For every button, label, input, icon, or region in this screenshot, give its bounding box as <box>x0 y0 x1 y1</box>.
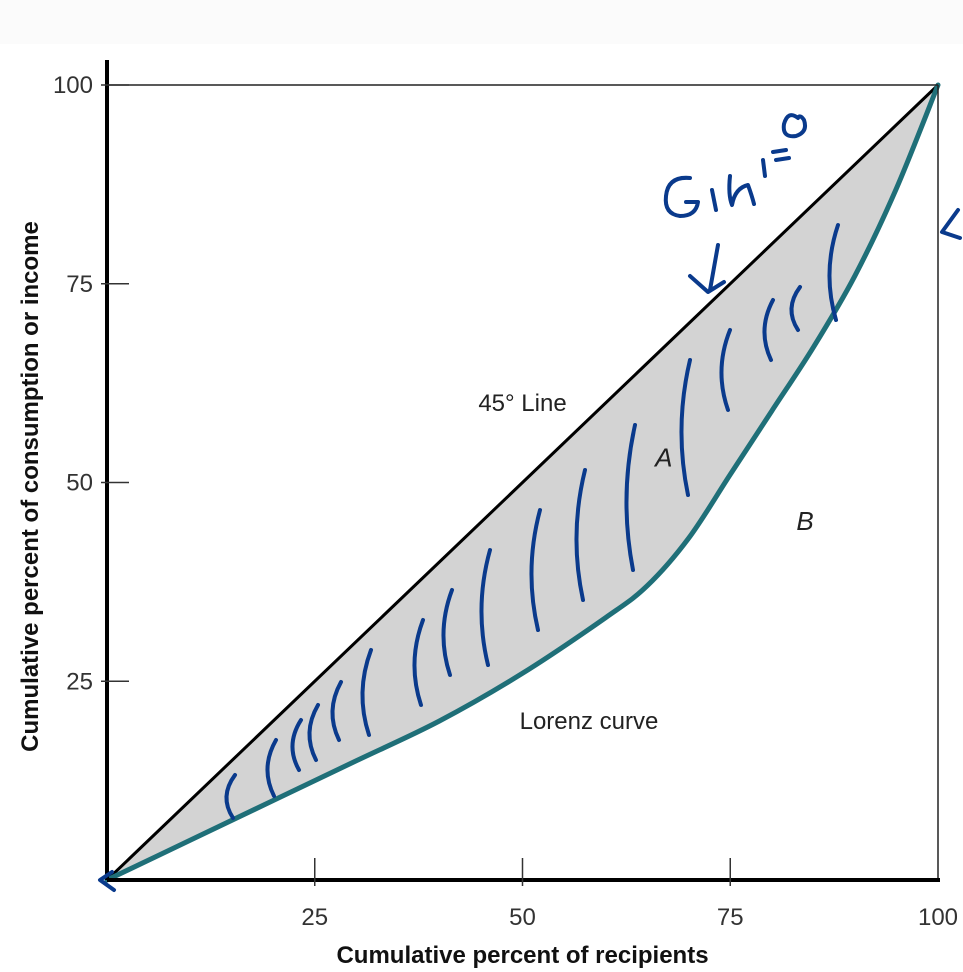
handwriting-gini <box>710 188 718 212</box>
x-tick-label: 100 <box>918 904 958 931</box>
annotation-label: 45° Line <box>478 390 566 417</box>
handwriting-gini <box>663 175 700 218</box>
pen-hatch-mark <box>624 423 637 572</box>
pen-hatch-mark <box>679 358 692 497</box>
x-tick-label: 75 <box>717 904 744 931</box>
pen-hatch-mark <box>479 548 492 667</box>
pen-hatch-mark <box>290 718 303 772</box>
handwriting-zero <box>781 113 807 139</box>
y-axis-title: Cumulative percent of consumption or inc… <box>17 221 44 752</box>
handwriting-gini <box>727 174 756 207</box>
handwriting-gini <box>761 158 767 178</box>
x-axis-title: Cumulative percent of recipients <box>336 942 708 969</box>
pen-hatch-mark <box>762 298 775 362</box>
pen-hatch-mark <box>265 738 278 798</box>
pen-hatch-mark <box>719 328 732 412</box>
pen-hatch-mark <box>441 588 454 677</box>
pen-hatch-mark <box>307 703 320 762</box>
equality-line <box>105 83 940 882</box>
y-tick-label: 50 <box>66 470 93 497</box>
pen-arrow <box>688 243 726 294</box>
y-tick-label: 75 <box>66 271 93 298</box>
pen-hatch-mark <box>789 285 802 332</box>
pen-hatch-mark <box>529 508 542 632</box>
x-tick-label: 25 <box>301 904 328 931</box>
pen-hatch-mark <box>412 618 425 707</box>
handwriting-equals <box>771 148 791 162</box>
pen-hatch-mark <box>827 223 840 322</box>
pen-arrow <box>98 870 116 892</box>
pen-hatch-mark <box>360 648 373 737</box>
annotation-label: A <box>653 443 672 473</box>
pen-hatch-mark <box>330 680 343 742</box>
annotation-label: Lorenz curve <box>520 708 659 735</box>
top-shade <box>0 0 963 44</box>
y-tick-label: 100 <box>53 72 93 99</box>
annotation-label: B <box>796 506 813 536</box>
y-tick-label: 25 <box>66 668 93 695</box>
pen-hatch-mark <box>224 773 237 820</box>
lorenz-curve <box>104 82 941 883</box>
pen-hatch-mark <box>574 468 587 602</box>
x-tick-label: 50 <box>509 904 536 931</box>
pen-arrow <box>940 208 962 240</box>
